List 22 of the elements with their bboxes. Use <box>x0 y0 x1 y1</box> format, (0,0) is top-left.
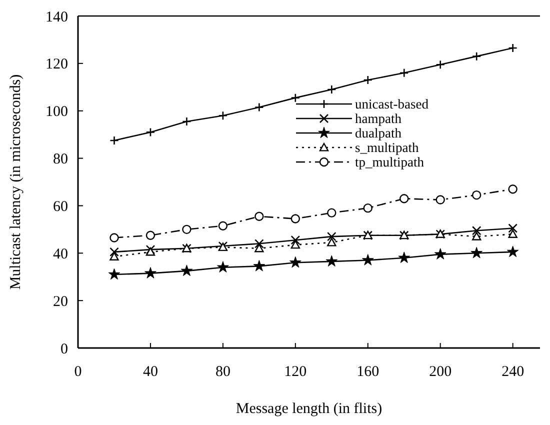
x-tick-label: 40 <box>142 364 158 380</box>
y-axis-title: Multicast latency (in microseconds) <box>8 74 24 290</box>
legend-label: unicast-based <box>355 96 429 112</box>
x-tick-label: 0 <box>74 364 82 380</box>
x-tick-label: 120 <box>284 364 307 380</box>
x-tick-label: 160 <box>356 364 380 380</box>
y-tick-label: 140 <box>46 9 68 26</box>
legend-label: s_multipath <box>355 140 419 156</box>
y-tick-label: 100 <box>46 104 68 120</box>
x-tick-label: 200 <box>429 364 452 380</box>
y-tick-label: 40 <box>53 246 68 262</box>
legend-label: dualpath <box>355 126 402 141</box>
y-tick-label: 60 <box>53 198 68 215</box>
y-tick-label: 0 <box>60 341 68 358</box>
x-tick-label: 240 <box>502 364 524 380</box>
y-tick-label: 80 <box>53 152 68 168</box>
y-tick-label: 20 <box>53 294 68 310</box>
legend-label: tp_multipath <box>355 154 424 170</box>
y-tick-label: 120 <box>46 56 68 73</box>
x-axis-title: Message length (in flits) <box>236 401 382 417</box>
legend-label: hampath <box>355 111 402 126</box>
x-tick-label: 80 <box>215 364 230 380</box>
